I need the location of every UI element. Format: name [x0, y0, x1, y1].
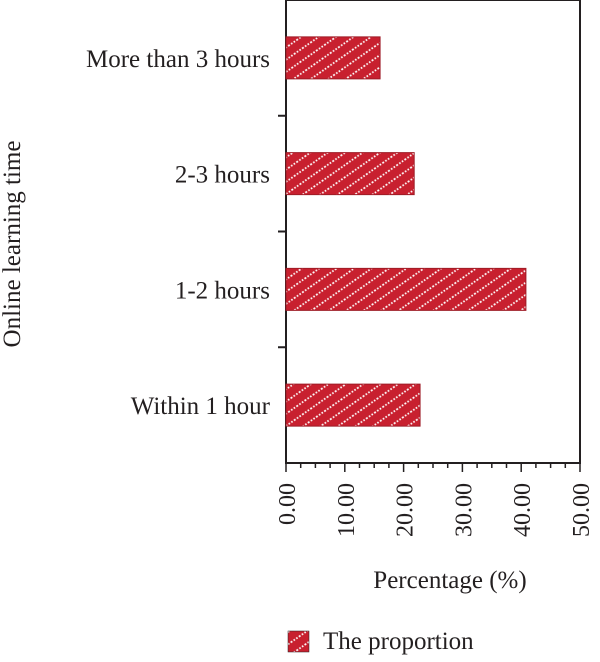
legend: The proportion — [287, 628, 474, 655]
bar — [285, 383, 421, 427]
category-label: 1-2 hours — [175, 277, 270, 304]
x-tick-labels: 0.00 10.00 20.00 30.00 40.00 50.00 — [275, 483, 595, 537]
x-tick-label: 40.00 — [510, 483, 536, 537]
x-tick-label: 30.00 — [451, 483, 477, 537]
x-tick-label: 0.00 — [275, 483, 301, 525]
bar — [285, 152, 415, 196]
x-tick-label: 20.00 — [393, 483, 419, 537]
legend-label: The proportion — [323, 628, 474, 655]
bars-layer — [285, 36, 527, 427]
y-axis-ticks — [278, 114, 286, 349]
category-labels: More than 3 hours 2-3 hours 1-2 hours Withi… — [86, 46, 271, 420]
y-axis-title: Online learning time — [0, 141, 26, 348]
category-label: 2-3 hours — [175, 162, 270, 189]
x-tick-label: 10.00 — [334, 483, 360, 537]
x-axis-title: Percentage (%) — [373, 567, 526, 594]
bar — [285, 267, 527, 311]
x-axis-ticks — [285, 463, 581, 472]
legend-swatch — [287, 630, 310, 653]
x-tick-label: 50.00 — [569, 483, 595, 537]
category-label: More than 3 hours — [86, 46, 270, 73]
bar — [285, 36, 381, 80]
category-label: Within 1 hour — [131, 393, 271, 420]
